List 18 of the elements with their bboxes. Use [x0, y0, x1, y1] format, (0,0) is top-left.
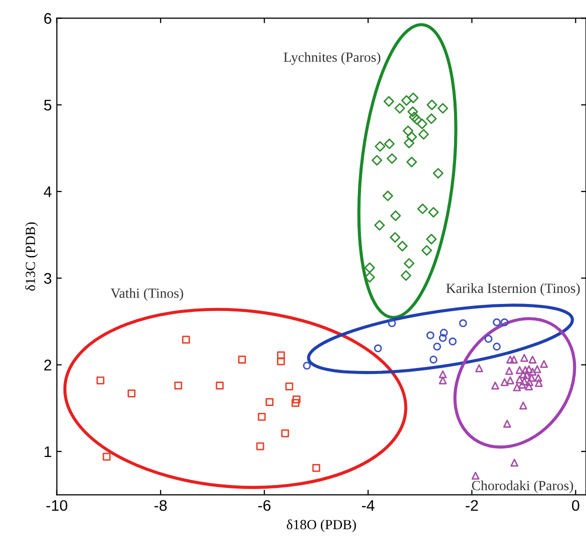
x-tick-label: -6 [258, 500, 270, 511]
text: Vathi (Tinos) [110, 288, 184, 301]
x-tick-label: 0 [572, 500, 580, 511]
text: Lychnites (Paros) [284, 52, 380, 65]
y-tick-label: 4 [44, 186, 52, 198]
x-tick-label: -10 [46, 500, 68, 511]
y-tick-label: 5 [44, 100, 52, 111]
x-tick-label: -8 [154, 500, 167, 511]
text: Karika Isternion (Tinos) [446, 283, 580, 296]
x-tick-label: -4 [362, 500, 374, 511]
y-tick-label: 2 [44, 360, 52, 370]
y-tick-label: 1 [44, 446, 52, 458]
y-tick-label: 3 [44, 273, 52, 284]
x-axis-title: δ18O (PDB) [286, 519, 356, 532]
y-axis-title: δ13C (PDB) [25, 222, 38, 291]
y-tick-label: 6 [44, 13, 52, 24]
x-tick-label: -2 [466, 500, 478, 511]
series-label: Chorodaki (Paros) [472, 480, 574, 494]
